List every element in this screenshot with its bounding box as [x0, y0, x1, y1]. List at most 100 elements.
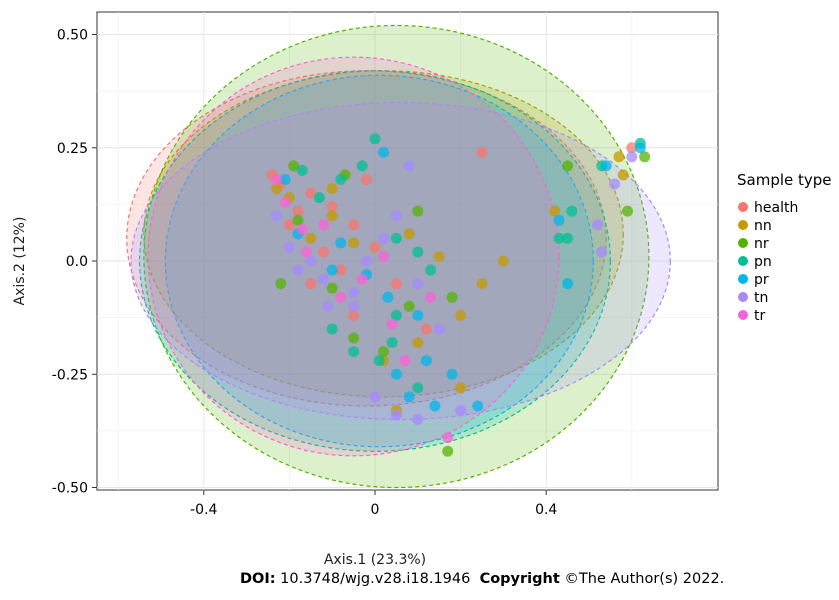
point-pn	[326, 323, 338, 335]
point-nr	[639, 151, 651, 163]
point-nn	[617, 169, 629, 181]
point-pr	[472, 400, 484, 412]
point-nr	[288, 160, 300, 172]
point-health	[360, 173, 372, 185]
legend-label-nr: nr	[754, 236, 769, 252]
point-pn	[335, 173, 347, 185]
point-nr	[275, 278, 287, 290]
point-nr	[446, 291, 458, 303]
point-tn	[390, 210, 402, 222]
y-axis-title: Axis.2 (12%)	[12, 217, 28, 306]
point-tn	[271, 210, 283, 222]
point-tn	[596, 246, 608, 258]
point-pn	[425, 264, 437, 276]
point-pn	[390, 309, 402, 321]
point-pn	[553, 232, 565, 244]
point-tn	[283, 241, 295, 253]
y-axis-ticks: -0.50 -0.25 0.0 0.25 0.50	[52, 28, 97, 497]
point-tn	[348, 287, 360, 299]
point-tr	[279, 196, 291, 208]
x-axis-title: Axis.1 (23.3%)	[324, 552, 426, 568]
point-tr	[399, 355, 411, 367]
ellipse-pn	[139, 70, 611, 452]
point-health	[348, 309, 360, 321]
y-tick-label: 0.25	[57, 141, 88, 157]
point-tn	[390, 409, 402, 421]
point-nr	[378, 346, 390, 358]
copyright-value: ©The Author(s) 2022.	[559, 571, 725, 587]
point-tr	[386, 318, 398, 330]
point-tn	[592, 219, 604, 231]
legend-key-pn	[738, 256, 748, 266]
legend-label-tn: tn	[754, 290, 768, 306]
legend-key-health	[738, 202, 748, 212]
point-nn	[271, 183, 283, 195]
point-pn	[373, 355, 385, 367]
legend-key-pr	[738, 274, 748, 284]
legend-label-pn: pn	[754, 254, 772, 270]
doi-value: 10.3748/wjg.v28.i18.1946	[275, 571, 471, 587]
point-nn	[549, 205, 561, 217]
point-pr	[279, 173, 291, 185]
point-nr	[403, 300, 415, 312]
doi-footer: DOI: 10.3748/wjg.v28.i18.1946 Copyright …	[240, 571, 724, 587]
point-health	[318, 246, 330, 258]
point-pn	[412, 246, 424, 258]
point-tn	[378, 232, 390, 244]
point-nn	[403, 228, 415, 240]
point-pr	[429, 400, 441, 412]
point-tn	[318, 273, 330, 285]
legend-label-nn: nn	[754, 218, 772, 234]
point-tr	[318, 219, 330, 231]
legend-key-nn	[738, 220, 748, 230]
point-pr	[412, 309, 424, 321]
ellipse-tn	[130, 101, 671, 421]
point-health	[305, 278, 317, 290]
point-nn	[455, 309, 467, 321]
y-tick-label: -0.50	[52, 481, 88, 497]
y-tick-label: 0.50	[57, 28, 88, 44]
point-health	[283, 219, 295, 231]
point-pr	[600, 160, 612, 172]
point-pr	[390, 368, 402, 380]
point-nn	[497, 255, 509, 267]
doi-label: DOI:	[240, 571, 276, 587]
point-health	[369, 241, 381, 253]
point-pr	[403, 391, 415, 403]
point-pr	[382, 291, 394, 303]
point-pn	[386, 337, 398, 349]
point-tn	[292, 264, 304, 276]
point-tn	[322, 300, 334, 312]
point-nn	[326, 210, 338, 222]
point-nr	[348, 332, 360, 344]
ellipse-tr	[147, 56, 560, 457]
x-tick-label: 0.4	[535, 502, 557, 518]
legend-key-tr	[738, 310, 748, 320]
legend-key-nr	[738, 238, 748, 248]
data-points	[266, 133, 651, 457]
x-tick-label: -0.4	[190, 502, 217, 518]
point-pr	[335, 237, 347, 249]
point-pn	[390, 232, 402, 244]
point-pn	[356, 160, 368, 172]
point-health	[476, 146, 488, 158]
point-pr	[553, 214, 565, 226]
point-tr	[301, 246, 313, 258]
point-tr	[378, 250, 390, 262]
point-tr	[425, 291, 437, 303]
point-nr	[326, 282, 338, 294]
plot-panel	[96, 11, 719, 491]
point-tn	[412, 278, 424, 290]
y-tick-label: -0.25	[52, 367, 88, 383]
point-health	[420, 323, 432, 335]
point-tn	[626, 151, 638, 163]
y-tick-label: 0.0	[66, 254, 88, 270]
x-axis-ticks: -0.4 0 0.4	[190, 490, 557, 518]
point-pr	[634, 142, 646, 154]
legend: health nn nr pn pr tn tr	[738, 200, 798, 324]
point-tr	[296, 223, 308, 235]
point-tn	[305, 255, 317, 267]
confidence-ellipses	[126, 24, 671, 489]
legend-key-tn	[738, 292, 748, 302]
